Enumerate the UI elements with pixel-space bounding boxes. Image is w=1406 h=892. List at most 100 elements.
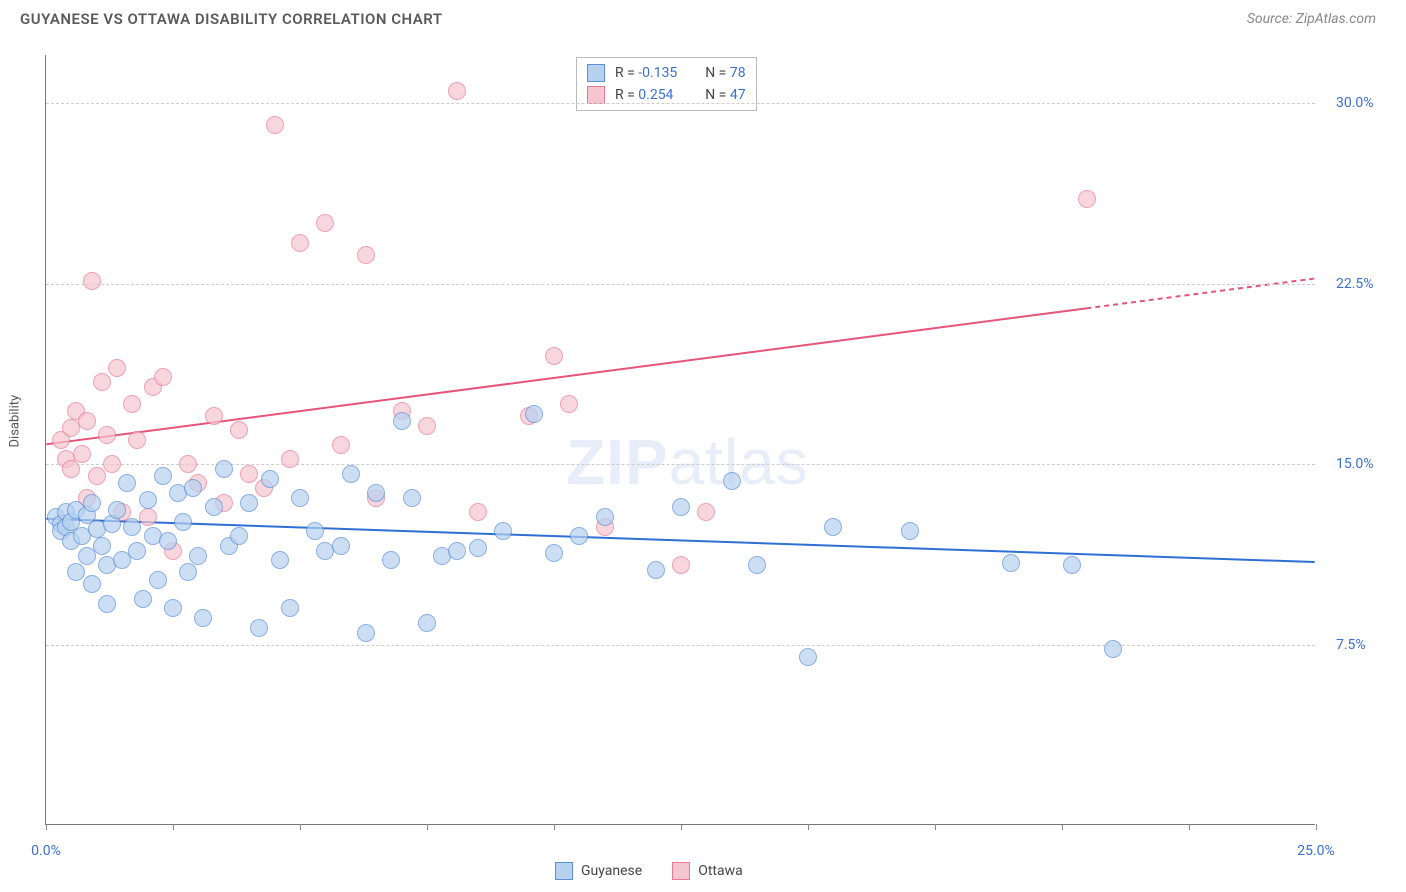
ottawa-point xyxy=(73,445,91,463)
ottawa-legend-swatch xyxy=(672,862,690,880)
watermark-light: atlas xyxy=(669,426,809,498)
guyanese-point xyxy=(1002,554,1020,572)
guyanese-point xyxy=(342,465,360,483)
legend-bottom: Guyanese Ottawa xyxy=(555,862,743,880)
x-tick xyxy=(173,824,174,830)
guyanese-point xyxy=(179,563,197,581)
ottawa-point xyxy=(128,431,146,449)
guyanese-point xyxy=(382,551,400,569)
ottawa-point xyxy=(1078,190,1096,208)
guyanese-point xyxy=(1063,556,1081,574)
ottawa-trend-line xyxy=(46,308,1086,444)
guyanese-point xyxy=(139,491,157,509)
guyanese-point xyxy=(448,542,466,560)
stats-row-guyanese: R = -0.135 N = 78 xyxy=(587,62,746,84)
x-tick xyxy=(681,824,682,830)
ottawa-point xyxy=(83,272,101,290)
x-tick xyxy=(300,824,301,830)
watermark-bold: ZIP xyxy=(566,426,669,498)
ottawa-point xyxy=(103,455,121,473)
y-tick-label: 7.5% xyxy=(1336,637,1366,653)
ottawa-point xyxy=(93,373,111,391)
guyanese-point xyxy=(306,522,324,540)
ottawa-point xyxy=(179,455,197,473)
ottawa-point xyxy=(78,412,96,430)
stat-R-label: R = -0.135 xyxy=(615,65,688,81)
guyanese-point xyxy=(118,474,136,492)
chart-title: GUYANESE VS OTTAWA DISABILITY CORRELATIO… xyxy=(20,10,443,28)
guyanese-point xyxy=(128,542,146,560)
grid-line xyxy=(46,645,1315,646)
ottawa-point xyxy=(357,246,375,264)
guyanese-point xyxy=(98,595,116,613)
guyanese-point xyxy=(154,467,172,485)
guyanese-point xyxy=(83,494,101,512)
guyanese-point xyxy=(723,472,741,490)
ottawa-point xyxy=(448,82,466,100)
guyanese-point xyxy=(108,501,126,519)
x-tick-label: 25.0% xyxy=(1297,843,1335,859)
guyanese-point xyxy=(134,590,152,608)
guyanese-point xyxy=(164,599,182,617)
x-tick xyxy=(1062,824,1063,830)
ottawa-point xyxy=(108,359,126,377)
y-tick-label: 22.5% xyxy=(1336,276,1374,292)
guyanese-point xyxy=(494,522,512,540)
guyanese-point xyxy=(545,544,563,562)
x-tick-label: 0.0% xyxy=(31,843,61,859)
ottawa-point xyxy=(240,465,258,483)
guyanese-point xyxy=(184,479,202,497)
guyanese-point xyxy=(230,527,248,545)
ottawa-point xyxy=(266,116,284,134)
y-tick-label: 30.0% xyxy=(1336,95,1374,111)
guyanese-point xyxy=(250,619,268,637)
guyanese-point xyxy=(174,513,192,531)
guyanese-point xyxy=(194,609,212,627)
grid-line xyxy=(46,284,1315,285)
ottawa-point xyxy=(88,467,106,485)
ottawa-point xyxy=(545,347,563,365)
chart-header: GUYANESE VS OTTAWA DISABILITY CORRELATIO… xyxy=(0,0,1406,33)
guyanese-point xyxy=(123,518,141,536)
x-tick xyxy=(808,824,809,830)
ottawa-point xyxy=(560,395,578,413)
stat-N-label: N = 47 xyxy=(698,87,745,103)
guyanese-point xyxy=(901,522,919,540)
guyanese-legend-label: Guyanese xyxy=(581,863,642,879)
y-axis-label: Disability xyxy=(8,395,23,448)
stat-R-label: R = 0.254 xyxy=(615,87,688,103)
guyanese-point xyxy=(824,518,842,536)
guyanese-point xyxy=(281,599,299,617)
guyanese-legend-swatch xyxy=(555,862,573,880)
legend-item-ottawa: Ottawa xyxy=(672,862,743,880)
guyanese-point xyxy=(647,561,665,579)
guyanese-point xyxy=(393,412,411,430)
guyanese-point xyxy=(418,614,436,632)
guyanese-point xyxy=(748,556,766,574)
guyanese-point xyxy=(67,563,85,581)
guyanese-point xyxy=(570,527,588,545)
guyanese-point xyxy=(799,648,817,666)
ottawa-point xyxy=(672,556,690,574)
x-tick xyxy=(554,824,555,830)
ottawa-point xyxy=(332,436,350,454)
x-tick xyxy=(1189,824,1190,830)
guyanese-point xyxy=(357,624,375,642)
ottawa-swatch xyxy=(587,86,605,104)
legend-item-guyanese: Guyanese xyxy=(555,862,642,880)
ottawa-point xyxy=(230,421,248,439)
ottawa-point xyxy=(154,368,172,386)
guyanese-point xyxy=(149,571,167,589)
ottawa-point xyxy=(418,417,436,435)
grid-line xyxy=(46,464,1315,465)
chart-source: Source: ZipAtlas.com xyxy=(1247,11,1376,27)
guyanese-swatch xyxy=(587,64,605,82)
trend-lines xyxy=(46,55,1315,824)
guyanese-point xyxy=(291,489,309,507)
guyanese-point xyxy=(93,537,111,555)
ottawa-point xyxy=(123,395,141,413)
guyanese-point xyxy=(261,470,279,488)
ottawa-point xyxy=(205,407,223,425)
guyanese-point xyxy=(1104,640,1122,658)
ottawa-point xyxy=(139,508,157,526)
